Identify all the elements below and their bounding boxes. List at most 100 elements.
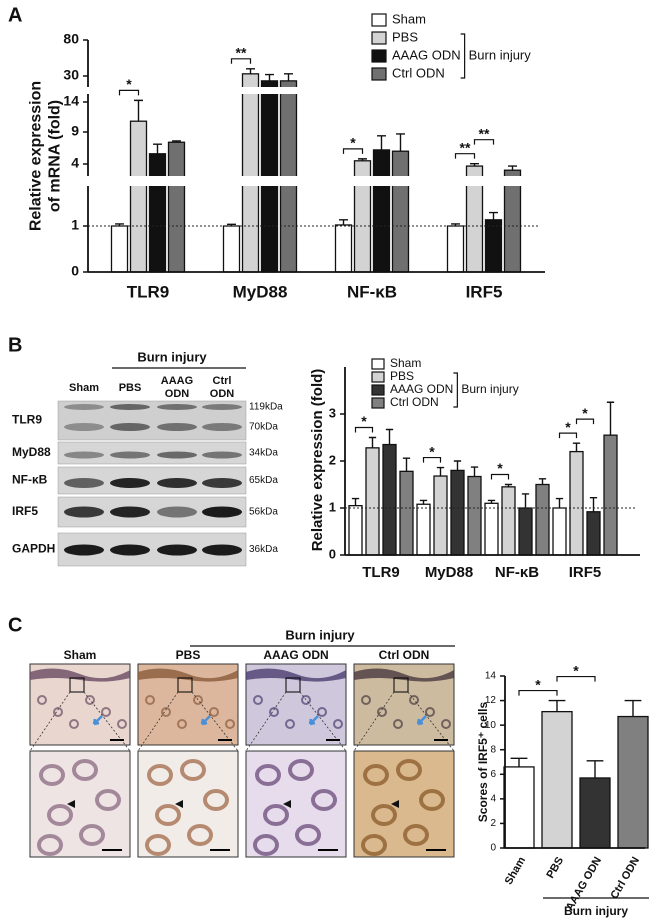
bar (348, 504, 363, 556)
lane-label: PBS (119, 382, 142, 394)
follicle (361, 695, 371, 705)
significance-bracket (473, 139, 495, 145)
blot-band (157, 423, 197, 431)
y-tick-label: 1 (71, 217, 79, 233)
significance-bracket (454, 153, 476, 159)
epidermis (30, 668, 130, 682)
error-bar (538, 478, 547, 485)
axis-break (80, 87, 94, 94)
y-tick-label: 6 (490, 769, 496, 780)
y-axis-label: Scores of IRF5⁺ cells (476, 701, 490, 822)
legend-label: Ctrl ODN (390, 395, 439, 409)
legend-bracket (453, 372, 458, 408)
x-tick-label: Sham (503, 855, 528, 887)
error-bar (227, 223, 236, 226)
legend-swatch (371, 31, 387, 45)
zoom-box (177, 677, 193, 693)
error-bar (453, 460, 462, 471)
bar (450, 469, 465, 556)
follicle (147, 764, 173, 786)
follicle (253, 695, 263, 705)
bar (416, 503, 431, 556)
bar (541, 710, 573, 849)
error-bar (396, 133, 405, 152)
legend-label: PBS (390, 369, 414, 383)
follicle (441, 719, 451, 729)
zoom-line (245, 691, 347, 752)
bar (617, 715, 649, 849)
error-bar (470, 466, 479, 477)
blot-strip (57, 441, 247, 465)
axis-break (80, 176, 94, 186)
follicle (203, 789, 229, 811)
blot-band (157, 544, 197, 556)
bar (148, 153, 167, 273)
arrow (67, 800, 75, 808)
follicle (409, 695, 419, 705)
lane-label: ODN (210, 388, 235, 400)
x-tick-label: IRF5 (569, 564, 602, 581)
error-bar (402, 457, 411, 472)
error-bar (385, 428, 394, 445)
blot-band (202, 478, 242, 488)
bar (129, 120, 148, 273)
follicle (193, 695, 203, 705)
error-bar (470, 162, 479, 167)
significance-bracket (354, 426, 374, 433)
error-bar (368, 436, 377, 448)
y-tick-label: 8 (490, 744, 496, 755)
follicle (39, 764, 65, 786)
bar (552, 507, 567, 556)
blot-band (64, 423, 104, 431)
blot-band (110, 544, 150, 556)
legend-swatch (371, 397, 385, 409)
follicle (288, 759, 314, 781)
bar (535, 483, 550, 556)
bar (518, 507, 533, 556)
follicle (333, 719, 343, 729)
arrow (391, 800, 399, 808)
blot-band (202, 423, 242, 431)
bar (501, 486, 516, 556)
significance-label: * (429, 443, 435, 459)
bar (222, 225, 241, 273)
epidermis (354, 668, 454, 682)
zoom-box (393, 677, 409, 693)
follicle (47, 804, 73, 826)
x-tick-label: PBS (544, 855, 566, 881)
bar (382, 443, 397, 556)
bar (579, 777, 611, 849)
x-tick-label: MyD88 (425, 564, 473, 581)
legend-swatch (371, 67, 387, 81)
error-bar (134, 99, 143, 122)
bar (603, 434, 618, 556)
error-bar (246, 68, 255, 74)
blot-row-label: NF-κB (12, 473, 48, 487)
marker-label: 70kDa (249, 422, 278, 433)
error-bar (489, 211, 498, 220)
error-bar (589, 496, 598, 512)
y-tick-label: 4 (71, 155, 79, 171)
legend-label: PBS (392, 29, 418, 44)
arrow (283, 800, 291, 808)
y-tick-label: 12 (485, 695, 497, 706)
marker-label: 119kDa (249, 402, 283, 413)
follicle (180, 759, 206, 781)
follicle (285, 719, 295, 729)
significance-bracket (422, 456, 442, 463)
error-bar (377, 135, 386, 150)
significance-label: ** (236, 45, 247, 61)
bar (110, 225, 129, 273)
marker-label: 36kDa (249, 544, 278, 555)
follicle (117, 719, 127, 729)
y-tick-label: 30 (63, 67, 79, 83)
bar (241, 73, 260, 273)
bar (467, 475, 482, 556)
error-bar (358, 158, 367, 161)
error-bar (172, 140, 181, 143)
legend-label: Sham (390, 356, 421, 370)
blot-band (64, 544, 104, 556)
bar (569, 450, 584, 556)
blot-band (157, 506, 197, 518)
significance-label: * (497, 460, 503, 476)
